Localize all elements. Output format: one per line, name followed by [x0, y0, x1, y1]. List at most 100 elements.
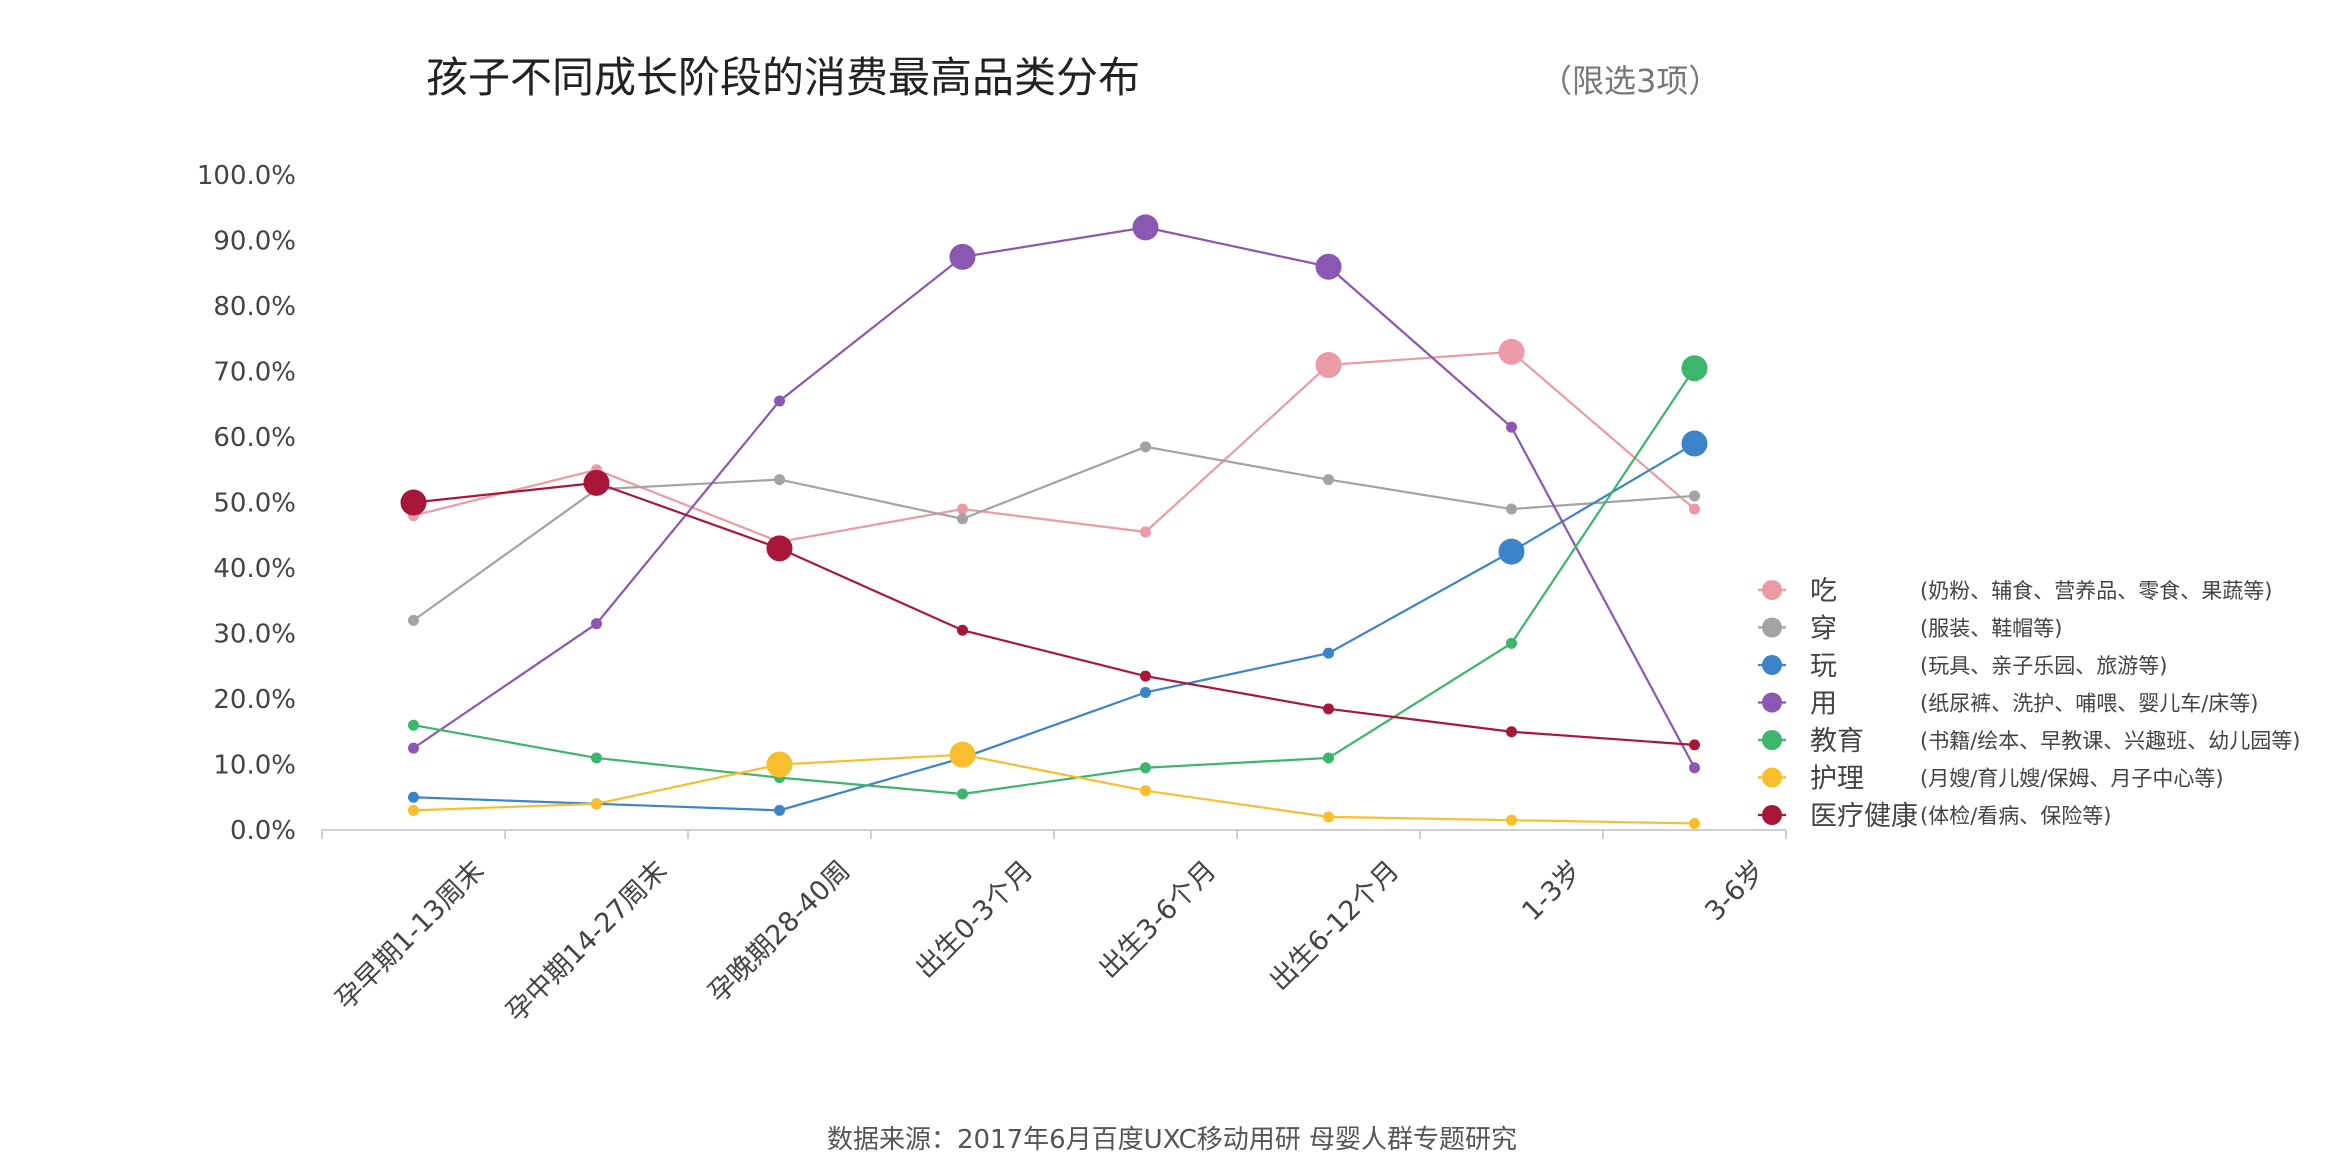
- legend-item: 穿 (服装、鞋帽等): [1758, 614, 2062, 645]
- highlight-point: [766, 535, 793, 562]
- x-tick-label: 出生3-6个月: [1093, 855, 1222, 984]
- highlight-point: [766, 751, 793, 778]
- legend-name: 护理: [1810, 764, 1864, 795]
- highlight-point: [949, 741, 976, 768]
- legend-description: (奶粉、辅食、营养品、零食、果蔬等): [1920, 579, 2272, 603]
- data-point: [1689, 739, 1700, 751]
- y-tick-label: 90.0%: [213, 227, 296, 257]
- legend-name: 吃: [1810, 576, 1837, 607]
- legend-item: 用 (纸尿裤、洗护、哺喂、婴儿车/床等): [1758, 689, 2258, 720]
- legend-item: 护理 (月嫂/育儿嫂/保姆、月子中心等): [1758, 764, 2224, 795]
- highlight-point: [1681, 430, 1708, 457]
- data-point: [591, 752, 602, 764]
- data-point: [1140, 526, 1151, 538]
- series-0: [408, 338, 1700, 548]
- series-1: [408, 441, 1700, 626]
- series-6: [400, 469, 1700, 751]
- x-tick-label: 孕早期1-13周末: [330, 855, 491, 1016]
- series-line: [413, 481, 1695, 746]
- highlight-point: [1132, 214, 1159, 241]
- data-point: [1140, 686, 1151, 698]
- y-tick-label: 60.0%: [213, 423, 296, 453]
- highlight-point: [949, 243, 976, 270]
- y-tick-label: 20.0%: [213, 685, 296, 715]
- y-tick-label: 70.0%: [213, 358, 296, 388]
- series-line: [413, 367, 1696, 796]
- data-point: [1506, 814, 1517, 826]
- series-line: [413, 442, 1696, 812]
- y-tick-label: 80.0%: [213, 292, 296, 322]
- series-4: [408, 355, 1708, 800]
- data-point: [1323, 703, 1334, 715]
- data-point: [1506, 726, 1517, 738]
- legend-marker: [1762, 767, 1782, 788]
- data-point: [957, 788, 968, 800]
- highlight-point: [1498, 338, 1525, 365]
- data-point: [1140, 762, 1151, 774]
- data-point: [1506, 637, 1517, 649]
- highlight-point: [1681, 355, 1708, 382]
- y-tick-label: 100.0%: [197, 161, 296, 191]
- x-tick-label: 出生6-12个月: [1264, 855, 1406, 997]
- legend-name: 教育: [1810, 726, 1864, 757]
- legend-description: (纸尿裤、洗护、哺喂、婴儿车/床等): [1920, 692, 2258, 716]
- legend-marker: [1762, 617, 1782, 638]
- legend-item: 吃 (奶粉、辅食、营养品、零食、果蔬等): [1758, 576, 2272, 607]
- legend: 吃 (奶粉、辅食、营养品、零食、果蔬等) 穿 (服装、鞋帽等) 玩 (玩具、亲子乐园、旅游…: [1758, 576, 2300, 832]
- data-point: [957, 513, 968, 525]
- data-point: [1140, 785, 1151, 797]
- data-point: [1323, 647, 1334, 659]
- data-point: [1323, 811, 1334, 823]
- data-point: [1689, 762, 1700, 774]
- data-point: [774, 395, 785, 407]
- data-point: [957, 503, 968, 515]
- data-point: [1506, 421, 1517, 433]
- data-point: [774, 474, 785, 486]
- data-point: [1689, 817, 1700, 829]
- legend-description: (月嫂/育儿嫂/保姆、月子中心等): [1920, 767, 2224, 791]
- legend-marker: [1762, 692, 1782, 713]
- highlight-point: [1498, 538, 1525, 565]
- axes: [321, 829, 1787, 839]
- legend-description: (书籍/绘本、早教课、兴趣班、幼儿园等): [1920, 729, 2300, 753]
- data-point: [1140, 441, 1151, 453]
- data-point: [408, 804, 419, 816]
- data-point: [1323, 474, 1334, 486]
- legend-description: (玩具、亲子乐园、旅游等): [1920, 654, 2167, 678]
- highlight-point: [1315, 351, 1342, 378]
- series-line: [413, 350, 1696, 543]
- x-tick-label: 孕晚期28-40周: [703, 855, 857, 1009]
- data-point: [1689, 490, 1700, 502]
- highlight-point: [400, 489, 427, 516]
- data-point: [1140, 670, 1151, 682]
- data-point: [774, 804, 785, 816]
- legend-name: 医疗健康: [1810, 801, 1918, 832]
- legend-item: 玩 (玩具、亲子乐园、旅游等): [1758, 651, 2167, 682]
- x-tick-label: 1-3岁: [1516, 855, 1588, 927]
- legend-item: 医疗健康 (体检/看病、保险等): [1758, 801, 2111, 832]
- x-tick-label: 孕中期14-27周末: [501, 855, 674, 1028]
- data-point: [1323, 752, 1334, 764]
- chart-subtitle: （限选3项）: [1540, 62, 1720, 100]
- y-tick-label: 0.0%: [230, 816, 296, 846]
- legend-description: (服装、鞋帽等): [1920, 617, 2062, 641]
- data-point: [408, 614, 419, 626]
- y-axis-tick-labels: 0.0% 10.0% 20.0% 30.0% 40.0% 50.0% 60.0% 70.0% 8…: [197, 161, 296, 846]
- data-source-note: 数据来源：2017年6月百度UXC移动用研 母婴人群专题研究: [827, 1125, 1517, 1155]
- series-2: [408, 430, 1708, 816]
- y-tick-label: 10.0%: [213, 751, 296, 781]
- legend-name: 玩: [1810, 651, 1837, 682]
- data-point: [1689, 503, 1700, 515]
- data-point: [408, 791, 419, 803]
- data-point: [957, 624, 968, 636]
- x-tick-label: 出生0-3个月: [910, 855, 1039, 984]
- highlight-point: [1315, 253, 1342, 280]
- data-point: [591, 798, 602, 810]
- highlight-point: [583, 469, 610, 496]
- series-line: [412, 445, 1695, 622]
- data-point: [591, 618, 602, 630]
- legend-marker: [1762, 730, 1782, 750]
- series-5: [408, 741, 1700, 829]
- series-line: [413, 753, 1695, 825]
